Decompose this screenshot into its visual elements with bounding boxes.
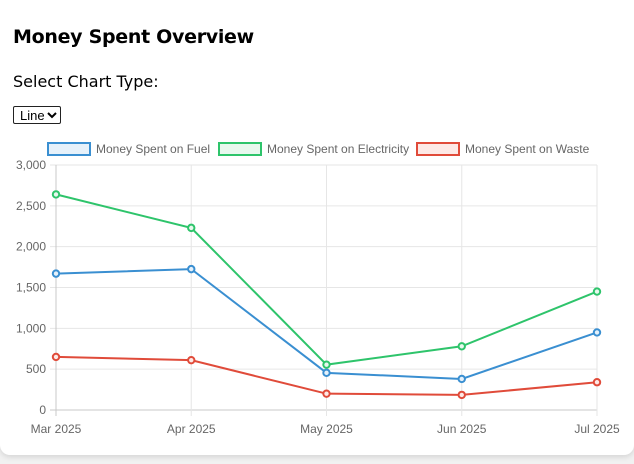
y-tick-label: 500	[26, 362, 46, 376]
x-tick-label: Jun 2025	[437, 422, 487, 436]
chart-grid	[50, 164, 598, 416]
y-tick-label: 3,000	[16, 158, 46, 172]
y-tick-label: 1,000	[16, 321, 46, 335]
data-point[interactable]	[457, 342, 466, 351]
data-point[interactable]	[51, 269, 61, 278]
chart-type-select[interactable]: Line	[13, 106, 61, 124]
data-point[interactable]	[187, 223, 196, 233]
data-point[interactable]	[592, 287, 602, 296]
legend-swatch	[47, 142, 91, 156]
data-point[interactable]	[322, 368, 331, 378]
y-tick-label: 2,500	[16, 199, 46, 213]
legend-label: Money Spent on Waste	[465, 142, 590, 156]
data-point[interactable]	[187, 355, 196, 365]
data-point[interactable]	[51, 352, 61, 362]
data-point[interactable]	[322, 389, 331, 398]
x-tick-label: Mar 2025	[31, 422, 82, 436]
data-point[interactable]	[592, 328, 602, 337]
x-tick-label: May 2025	[300, 422, 353, 436]
page-title: Money Spent Overview	[13, 26, 254, 48]
legend-item[interactable]: Money Spent on Waste	[416, 142, 590, 156]
data-point[interactable]	[457, 390, 466, 400]
legend-item[interactable]: Money Spent on Fuel	[47, 142, 210, 156]
chart-type-label: Select Chart Type:	[13, 72, 159, 91]
x-tick-label: Apr 2025	[167, 422, 216, 436]
y-tick-label: 2,000	[16, 240, 46, 254]
chart-series	[51, 190, 602, 400]
data-point[interactable]	[51, 190, 61, 199]
data-point[interactable]	[322, 360, 331, 369]
legend-swatch	[218, 142, 262, 156]
legend-swatch	[416, 142, 460, 156]
y-tick-label: 1,500	[16, 281, 46, 295]
legend-label: Money Spent on Electricity	[267, 142, 409, 156]
legend-label: Money Spent on Fuel	[96, 142, 210, 156]
chart-axes: 0 500 1,000 1,500 2,000 2,500 3,000 Mar 2025 Apr…	[16, 158, 620, 436]
chart-legend[interactable]: Money Spent on Fuel Money Spent on Electr…	[47, 142, 590, 156]
data-point[interactable]	[592, 378, 602, 387]
data-point[interactable]	[187, 264, 196, 274]
legend-item[interactable]: Money Spent on Electricity	[218, 142, 409, 156]
data-point[interactable]	[457, 374, 466, 384]
x-tick-label: Jul 2025	[574, 422, 620, 436]
y-tick-label: 0	[39, 403, 46, 417]
